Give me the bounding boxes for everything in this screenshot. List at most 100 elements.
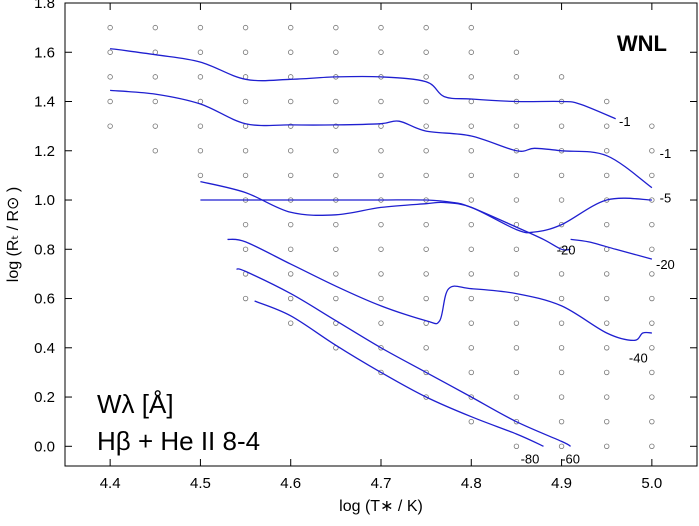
grid-point [558,394,565,400]
grid-point [152,98,158,105]
grid-point [558,197,565,203]
grid-point [604,172,610,179]
contour-labels: -1 -1 -5 -20 -20 -40 -60 -80 [521,114,675,466]
y-tick-label: 1.0 [34,192,55,209]
grid-point [288,148,294,154]
y-tick-label: 0.4 [34,340,55,357]
grid-point [288,295,294,302]
grid-point [378,148,384,154]
grid-point [513,246,520,252]
grid-point [242,148,249,154]
grid-point [468,74,474,80]
x-tick-label: 4.6 [280,475,301,492]
grid-point [378,295,384,302]
grid-point [333,221,339,228]
grid-point [333,148,339,154]
grid-point [649,221,655,228]
contour-label: -5 [660,191,672,206]
grid-point [558,123,565,129]
grid-point [288,221,294,228]
grid-point [378,123,384,129]
grid-point [468,123,474,129]
grid-point [423,24,429,31]
grid-point [604,123,610,129]
x-axis-title: log (T∗ / K) [339,498,423,515]
annotation-line-1: Wλ [Å] [97,389,174,419]
grid-point [604,148,610,154]
grid-point [423,221,429,228]
grid-point [378,172,384,179]
grid-point [423,345,429,351]
grid-point [197,74,204,80]
grid-point [604,345,610,351]
grid-point [378,271,384,277]
grid-point [649,418,655,425]
grid-point [649,443,655,449]
grid-points [107,24,655,449]
x-tick-label: 4.7 [371,475,392,492]
grid-point [197,24,204,31]
contour-label: -1 [660,146,672,161]
x-tick-label: 4.9 [551,475,572,492]
grid-point [513,394,520,400]
grid-point [468,345,474,351]
grid-point [649,172,655,179]
contour-line [110,47,616,120]
contour-line [236,268,571,447]
grid-point [513,74,520,80]
grid-point [513,295,520,302]
grid-point [333,49,339,55]
contour-label: -20 [656,257,675,272]
grid-point [604,221,610,228]
grid-point [468,418,474,425]
grid-point [604,320,610,326]
grid-point [378,246,384,252]
axis-ticks: 4.4 4.5 4.6 4.7 4.8 4.9 5.0 0.0 0.2 0.4 0.6 0.8 1.0 1… [34,0,697,492]
grid-point [513,197,520,203]
contour-label: -60 [561,452,580,467]
contour-line [254,300,544,447]
grid-point [107,24,113,31]
grid-point [242,49,249,55]
y-tick-label: 0.0 [34,438,55,455]
grid-point [468,271,474,277]
contour-line [227,238,652,342]
contour-line [110,89,653,189]
grid-point [468,246,474,252]
grid-point [242,98,249,105]
grid-point [423,49,429,55]
grid-point [288,24,294,31]
grid-point [288,172,294,179]
grid-point [288,320,294,326]
grid-point [468,369,474,376]
chart-title: WNL [617,31,667,56]
grid-point [468,320,474,326]
grid-point [378,49,384,55]
grid-point [152,24,158,31]
grid-point [468,221,474,228]
grid-point [242,246,249,252]
y-tick-label: 0.8 [34,241,55,258]
grid-point [558,345,565,351]
x-tick-label: 4.5 [190,475,211,492]
contour-label: -80 [521,452,540,467]
grid-point [423,369,429,376]
grid-point [558,320,565,326]
grid-point [378,98,384,105]
grid-point [468,197,474,203]
grid-point [513,320,520,326]
y-tick-label: 1.2 [34,143,55,160]
grid-point [107,49,113,55]
grid-point [423,123,429,129]
grid-point [423,98,429,105]
grid-point [333,172,339,179]
grid-point [197,49,204,55]
grid-point [649,369,655,376]
grid-point [604,295,610,302]
grid-point [649,295,655,302]
x-tick-label: 4.4 [100,475,121,492]
y-tick-label: 0.2 [34,389,55,406]
grid-point [242,24,249,31]
grid-point [423,271,429,277]
